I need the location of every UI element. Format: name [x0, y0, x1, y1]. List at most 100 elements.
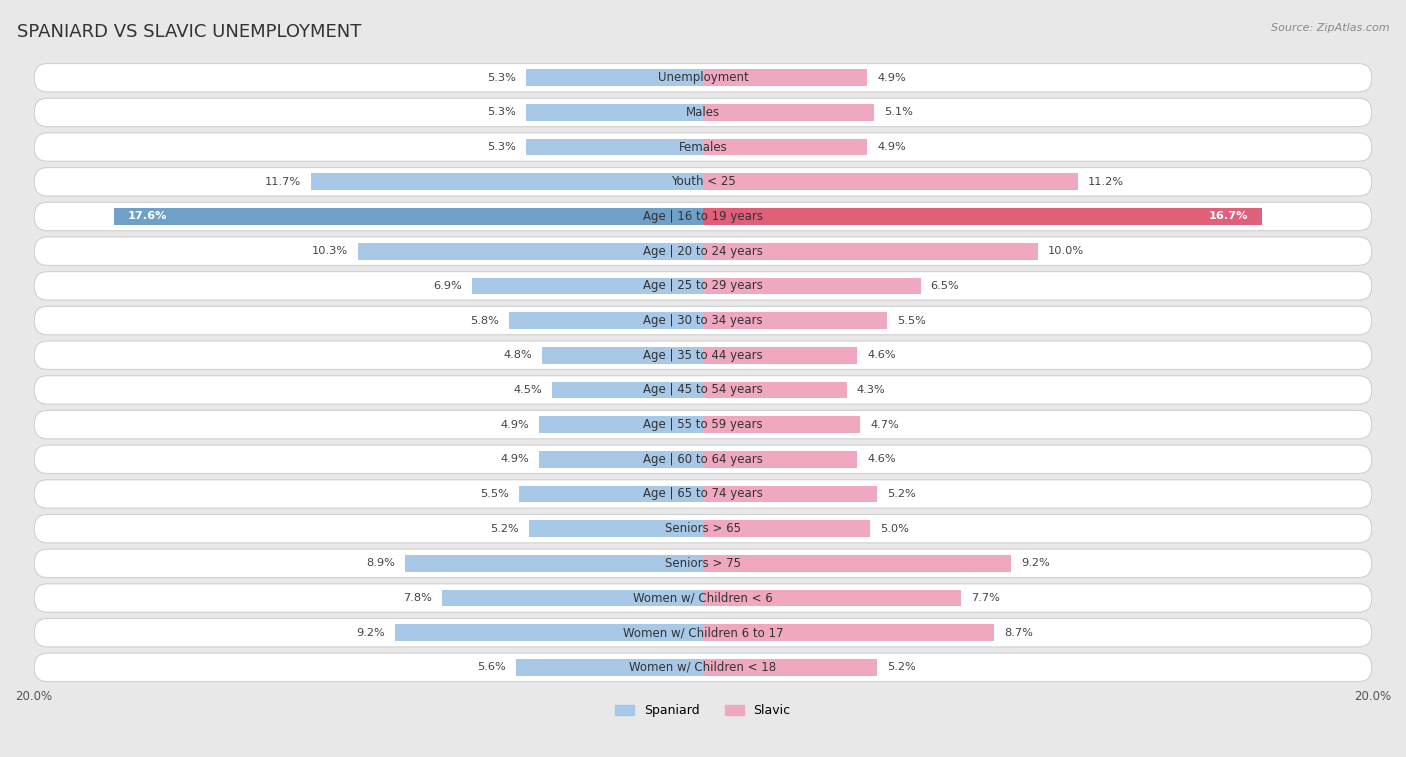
Text: Youth < 25: Youth < 25 [671, 176, 735, 188]
FancyBboxPatch shape [34, 375, 1372, 404]
Bar [703, 312, 887, 329]
Bar [526, 104, 703, 121]
Text: Age | 65 to 74 years: Age | 65 to 74 years [643, 488, 763, 500]
FancyBboxPatch shape [34, 445, 1372, 474]
FancyBboxPatch shape [34, 618, 1372, 647]
Bar [703, 208, 1263, 225]
Bar [441, 590, 703, 606]
Text: 5.3%: 5.3% [486, 107, 516, 117]
Text: Males: Males [686, 106, 720, 119]
FancyBboxPatch shape [34, 480, 1372, 508]
Text: 11.2%: 11.2% [1088, 177, 1123, 187]
FancyBboxPatch shape [34, 272, 1372, 300]
FancyBboxPatch shape [34, 167, 1372, 196]
Text: Age | 35 to 44 years: Age | 35 to 44 years [643, 349, 763, 362]
Text: 10.0%: 10.0% [1047, 246, 1084, 256]
Bar [703, 520, 870, 537]
Text: 5.3%: 5.3% [486, 142, 516, 152]
Text: Females: Females [679, 141, 727, 154]
Text: 4.9%: 4.9% [877, 142, 905, 152]
Bar [395, 625, 703, 641]
Text: Age | 20 to 24 years: Age | 20 to 24 years [643, 245, 763, 257]
Bar [114, 208, 703, 225]
Text: 4.9%: 4.9% [877, 73, 905, 83]
Text: 5.8%: 5.8% [470, 316, 499, 326]
Legend: Spaniard, Slavic: Spaniard, Slavic [610, 699, 796, 722]
Bar [703, 70, 868, 86]
Bar [703, 590, 960, 606]
Bar [703, 659, 877, 676]
FancyBboxPatch shape [34, 515, 1372, 543]
FancyBboxPatch shape [34, 307, 1372, 335]
Text: 10.3%: 10.3% [312, 246, 349, 256]
Bar [553, 382, 703, 398]
Bar [538, 451, 703, 468]
Bar [472, 278, 703, 294]
Text: 4.6%: 4.6% [868, 350, 896, 360]
Bar [516, 659, 703, 676]
FancyBboxPatch shape [34, 237, 1372, 266]
Bar [311, 173, 703, 190]
Bar [703, 173, 1078, 190]
Text: Age | 16 to 19 years: Age | 16 to 19 years [643, 210, 763, 223]
Bar [703, 555, 1011, 572]
Bar [509, 312, 703, 329]
Text: 7.7%: 7.7% [970, 593, 1000, 603]
Bar [703, 625, 994, 641]
Text: 5.2%: 5.2% [887, 489, 915, 499]
Text: 8.7%: 8.7% [1004, 628, 1033, 637]
Text: Women w/ Children < 6: Women w/ Children < 6 [633, 591, 773, 605]
Text: Women w/ Children < 18: Women w/ Children < 18 [630, 661, 776, 674]
Text: 5.6%: 5.6% [477, 662, 506, 672]
Text: 6.9%: 6.9% [433, 281, 463, 291]
FancyBboxPatch shape [34, 133, 1372, 161]
Text: 16.7%: 16.7% [1209, 211, 1249, 222]
Bar [703, 139, 868, 155]
Text: 6.5%: 6.5% [931, 281, 959, 291]
Bar [703, 451, 858, 468]
Bar [703, 347, 858, 363]
FancyBboxPatch shape [34, 64, 1372, 92]
Text: 4.8%: 4.8% [503, 350, 533, 360]
FancyBboxPatch shape [34, 341, 1372, 369]
Text: 4.6%: 4.6% [868, 454, 896, 464]
Text: 5.1%: 5.1% [884, 107, 912, 117]
Bar [526, 70, 703, 86]
Text: 11.7%: 11.7% [266, 177, 301, 187]
Text: SPANIARD VS SLAVIC UNEMPLOYMENT: SPANIARD VS SLAVIC UNEMPLOYMENT [17, 23, 361, 41]
Text: 4.5%: 4.5% [513, 385, 543, 395]
Text: 8.9%: 8.9% [366, 559, 395, 569]
Text: Seniors > 75: Seniors > 75 [665, 557, 741, 570]
Text: 4.9%: 4.9% [501, 419, 529, 430]
Bar [703, 243, 1038, 260]
FancyBboxPatch shape [34, 98, 1372, 126]
Text: Age | 60 to 64 years: Age | 60 to 64 years [643, 453, 763, 466]
Text: Seniors > 65: Seniors > 65 [665, 522, 741, 535]
Text: Source: ZipAtlas.com: Source: ZipAtlas.com [1271, 23, 1389, 33]
Text: 17.6%: 17.6% [128, 211, 167, 222]
Text: 5.3%: 5.3% [486, 73, 516, 83]
Text: 5.2%: 5.2% [491, 524, 519, 534]
FancyBboxPatch shape [34, 202, 1372, 231]
FancyBboxPatch shape [34, 584, 1372, 612]
Text: Age | 55 to 59 years: Age | 55 to 59 years [643, 418, 763, 431]
Text: Age | 45 to 54 years: Age | 45 to 54 years [643, 384, 763, 397]
Bar [543, 347, 703, 363]
Text: 4.9%: 4.9% [501, 454, 529, 464]
FancyBboxPatch shape [34, 653, 1372, 681]
Bar [359, 243, 703, 260]
Bar [538, 416, 703, 433]
Bar [703, 104, 873, 121]
Text: 9.2%: 9.2% [356, 628, 385, 637]
Text: 5.5%: 5.5% [479, 489, 509, 499]
Text: Women w/ Children 6 to 17: Women w/ Children 6 to 17 [623, 626, 783, 639]
Text: 9.2%: 9.2% [1021, 559, 1050, 569]
Bar [703, 278, 921, 294]
Bar [703, 382, 846, 398]
FancyBboxPatch shape [34, 410, 1372, 439]
Bar [526, 139, 703, 155]
Text: 4.7%: 4.7% [870, 419, 898, 430]
Text: Age | 30 to 34 years: Age | 30 to 34 years [643, 314, 763, 327]
Bar [703, 416, 860, 433]
Text: Unemployment: Unemployment [658, 71, 748, 84]
